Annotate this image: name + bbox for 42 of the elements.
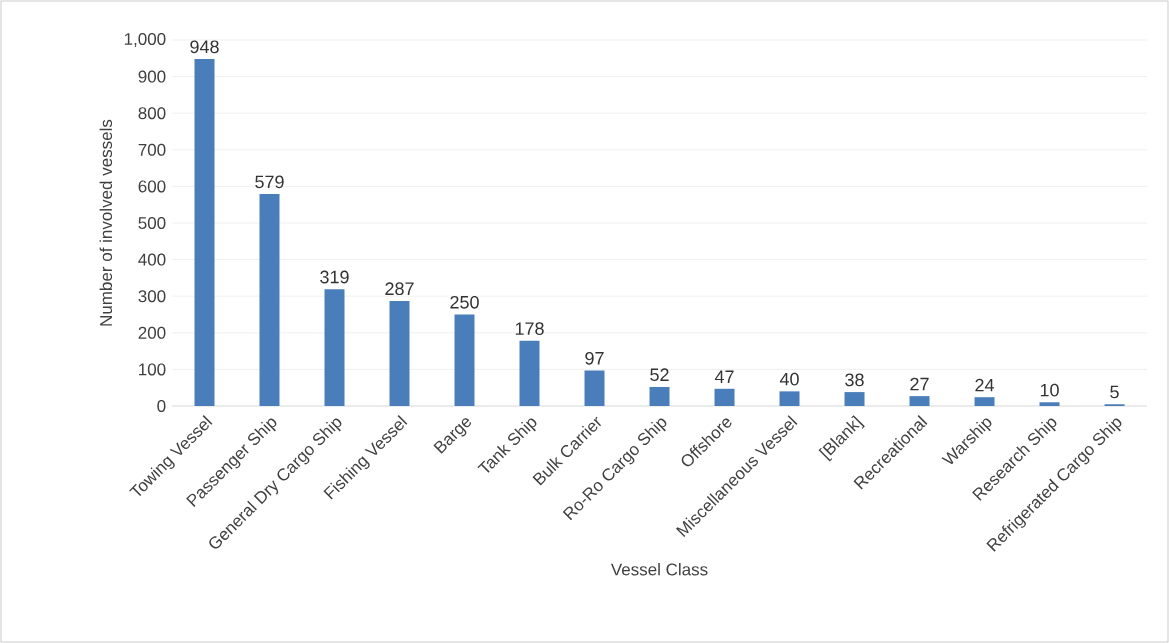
bar <box>909 396 930 406</box>
y-tick-label: 500 <box>138 216 166 230</box>
data-label: 40 <box>779 372 799 386</box>
data-label: 948 <box>190 40 219 54</box>
y-tick-label: 700 <box>138 143 166 156</box>
y-tick-label: 900 <box>138 70 166 83</box>
data-label: 5 <box>1110 385 1119 399</box>
data-label: 319 <box>320 270 349 284</box>
data-label: 250 <box>450 295 479 309</box>
y-tick-label: 200 <box>138 326 166 339</box>
data-label: 47 <box>714 370 734 383</box>
x-axis-title: Vessel Class <box>610 563 708 576</box>
bar <box>194 59 215 406</box>
bar <box>1039 402 1060 406</box>
bar <box>454 314 475 406</box>
bar <box>714 388 735 406</box>
y-tick-label: 400 <box>138 253 166 266</box>
y-tick-label: 600 <box>138 180 166 193</box>
bar <box>519 340 540 406</box>
y-tick-label: 100 <box>139 363 166 376</box>
y-axis-title: Number of involved vessels <box>99 119 113 326</box>
data-label: 97 <box>585 351 604 365</box>
bar <box>324 289 345 406</box>
y-tick-label: 0 <box>157 399 166 413</box>
data-label: 579 <box>255 175 284 189</box>
bar <box>649 386 670 406</box>
data-label: 27 <box>910 377 929 391</box>
bar <box>974 397 995 406</box>
bar <box>844 392 865 406</box>
bar <box>259 194 280 406</box>
bar <box>584 370 605 406</box>
data-label: 52 <box>650 368 669 382</box>
data-label: 38 <box>845 373 864 387</box>
data-label: 10 <box>1040 383 1059 397</box>
y-tick-label: 300 <box>138 290 166 303</box>
data-label: 178 <box>515 322 544 335</box>
bar <box>779 391 800 406</box>
bar <box>389 300 410 406</box>
y-tick-label: 800 <box>138 107 166 120</box>
y-tick-label: 1,000 <box>124 32 166 48</box>
data-label: 24 <box>975 378 994 392</box>
data-label: 287 <box>385 282 414 296</box>
